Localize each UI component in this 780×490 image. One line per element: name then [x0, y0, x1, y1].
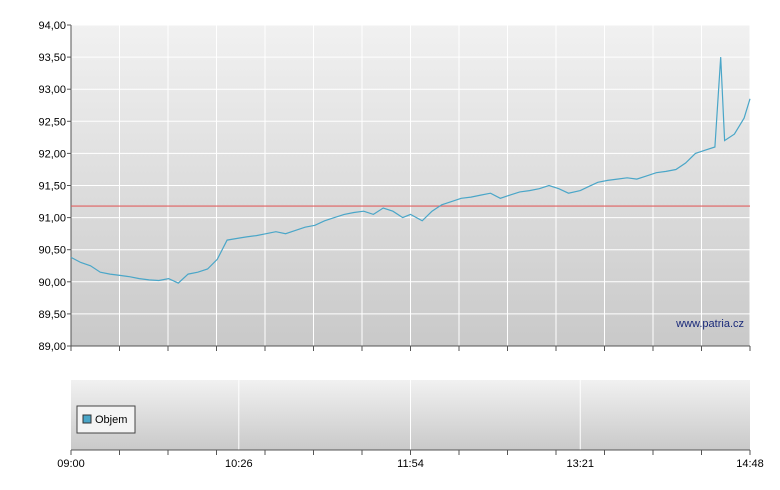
- x-tick-label: 10:26: [225, 458, 253, 470]
- volume-x-ticks: [70, 450, 751, 455]
- y-tick-label: 89,00: [38, 341, 66, 353]
- x-tick-label: 13:21: [566, 458, 594, 470]
- x-tick-label: 11:54: [397, 458, 424, 470]
- y-tick-label: 92,50: [38, 116, 66, 128]
- y-tick-labels: 94,00 93,50 93,00 92,50 92,00 91,50 91,00 90,50…: [38, 20, 66, 353]
- y-tick-label: 89,50: [38, 309, 66, 321]
- watermark: www.patria.cz: [675, 318, 744, 330]
- price-series-line: [70, 57, 751, 284]
- volume-grid: [238, 380, 581, 450]
- legend-label: Objem: [95, 414, 127, 426]
- x-tick-label: 09:00: [57, 458, 85, 470]
- y-tick-label: 93,00: [38, 84, 66, 96]
- x-tick-label: 14:48: [736, 458, 764, 470]
- price-grid: [67, 24, 751, 347]
- y-tick-label: 90,00: [38, 277, 66, 289]
- y-tick-label: 92,00: [38, 148, 66, 160]
- y-tick-label: 91,00: [38, 213, 66, 225]
- y-tick-label: 94,00: [38, 20, 66, 32]
- x-tick-labels: 09:00 10:26 11:54 13:21 14:48: [57, 458, 764, 470]
- price-x-ticks: [70, 346, 751, 351]
- y-tick-label: 90,50: [38, 245, 66, 257]
- legend-swatch: [82, 414, 92, 424]
- y-tick-label: 93,50: [38, 52, 66, 64]
- volume-legend[interactable]: Objem: [76, 405, 136, 434]
- legend-box: [76, 405, 136, 434]
- y-tick-label: 91,50: [38, 181, 66, 193]
